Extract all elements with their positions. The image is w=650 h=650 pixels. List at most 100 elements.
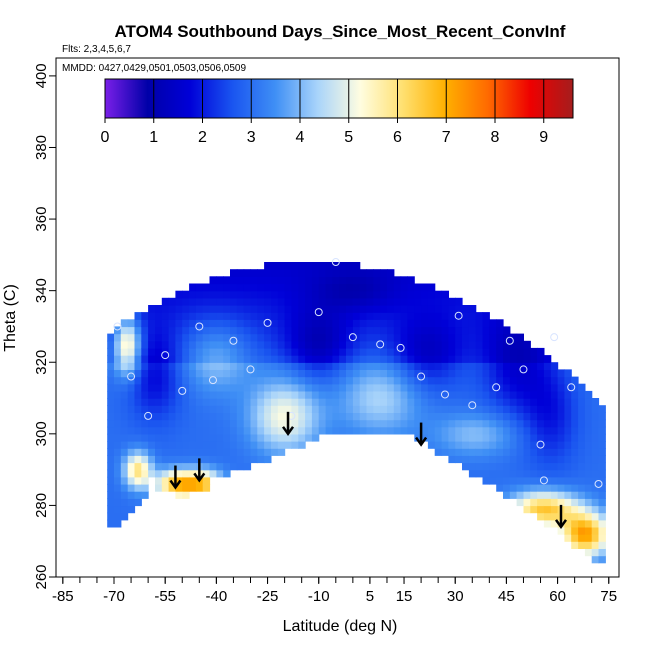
data-cell <box>318 390 327 399</box>
data-cell <box>325 269 333 277</box>
data-cell <box>223 376 231 385</box>
data-cell <box>195 369 204 378</box>
data-cell <box>305 383 313 392</box>
data-cell <box>571 512 579 521</box>
data-cell <box>271 383 279 392</box>
data-cell <box>584 512 593 521</box>
data-cell <box>509 355 518 363</box>
data-cell <box>243 290 252 299</box>
data-cell <box>236 376 245 385</box>
data-cell <box>120 426 129 435</box>
data-cell <box>209 362 217 370</box>
data-cell <box>489 405 497 413</box>
data-cell <box>271 355 279 363</box>
data-cell <box>496 405 504 413</box>
data-cell <box>571 498 579 507</box>
data-cell <box>441 383 449 392</box>
data-cell <box>271 433 279 442</box>
data-cell <box>305 426 313 435</box>
data-cell <box>516 412 524 421</box>
data-cell <box>414 376 422 385</box>
x-tick-label: 30 <box>447 588 464 605</box>
data-cell <box>189 355 197 363</box>
data-cell <box>366 290 374 299</box>
colorbar-tick-label: 5 <box>344 129 353 146</box>
data-cell <box>175 369 183 378</box>
data-cell <box>407 390 415 399</box>
data-cell <box>414 347 422 356</box>
data-cell <box>400 340 408 349</box>
data-cell <box>393 283 402 292</box>
data-cell <box>148 455 156 464</box>
data-cell <box>134 412 142 421</box>
data-cell <box>277 433 286 442</box>
data-cell <box>366 347 374 356</box>
data-cell <box>584 433 593 442</box>
data-cell <box>523 455 531 464</box>
data-cell <box>257 455 265 464</box>
data-cell <box>366 426 374 435</box>
data-cell <box>264 333 272 342</box>
data-cell <box>503 398 511 406</box>
data-cell <box>134 319 142 328</box>
data-cell <box>175 426 183 435</box>
data-cell <box>141 462 149 471</box>
data-cell <box>114 340 122 349</box>
data-cell <box>448 383 456 392</box>
data-cell <box>141 383 149 392</box>
data-cell <box>468 455 477 464</box>
data-cell <box>209 369 217 378</box>
data-cell <box>503 405 511 413</box>
data-cell <box>387 362 395 370</box>
data-cell <box>332 312 340 320</box>
data-cell <box>543 448 552 456</box>
data-cell <box>141 333 149 342</box>
data-cell <box>325 297 333 306</box>
data-cell <box>305 405 313 413</box>
data-cell <box>339 326 347 335</box>
data-cell <box>366 405 374 413</box>
data-cell <box>209 462 217 471</box>
data-cell <box>202 305 211 313</box>
data-cell <box>332 269 340 277</box>
data-cell <box>277 405 286 413</box>
data-cell <box>332 405 340 413</box>
data-cell <box>530 505 538 514</box>
data-cell <box>305 297 313 306</box>
data-cell <box>332 383 340 392</box>
data-cell <box>291 283 299 292</box>
data-cell <box>482 469 490 478</box>
data-cell <box>373 297 381 306</box>
data-cell <box>141 362 149 370</box>
data-field <box>107 262 606 564</box>
mmdd-label: MMDD: 0427,0429,0501,0503,0506,0509 <box>62 63 246 74</box>
data-cell <box>175 491 183 499</box>
data-cell <box>230 455 238 464</box>
data-cell <box>127 476 136 485</box>
data-cell <box>216 426 224 435</box>
data-cell <box>298 297 306 306</box>
data-cell <box>571 390 579 399</box>
data-cell <box>571 448 579 456</box>
data-cell <box>578 483 586 492</box>
data-cell <box>557 383 565 392</box>
data-cell <box>243 419 252 428</box>
data-cell <box>468 383 477 392</box>
data-cell <box>591 534 600 542</box>
data-cell <box>496 355 504 363</box>
data-cell <box>216 390 224 399</box>
data-cell <box>223 297 231 306</box>
data-cell <box>537 512 545 521</box>
data-cell <box>264 347 272 356</box>
profile-marker <box>519 365 528 374</box>
data-cell <box>230 426 238 435</box>
data-cell <box>543 355 552 363</box>
data-cell <box>318 419 327 428</box>
data-cell <box>393 426 402 435</box>
data-cell <box>359 398 368 406</box>
data-cell <box>305 369 313 378</box>
data-cell <box>407 319 415 328</box>
data-cell <box>195 355 204 363</box>
data-cell <box>305 419 313 428</box>
data-cell <box>311 419 320 428</box>
